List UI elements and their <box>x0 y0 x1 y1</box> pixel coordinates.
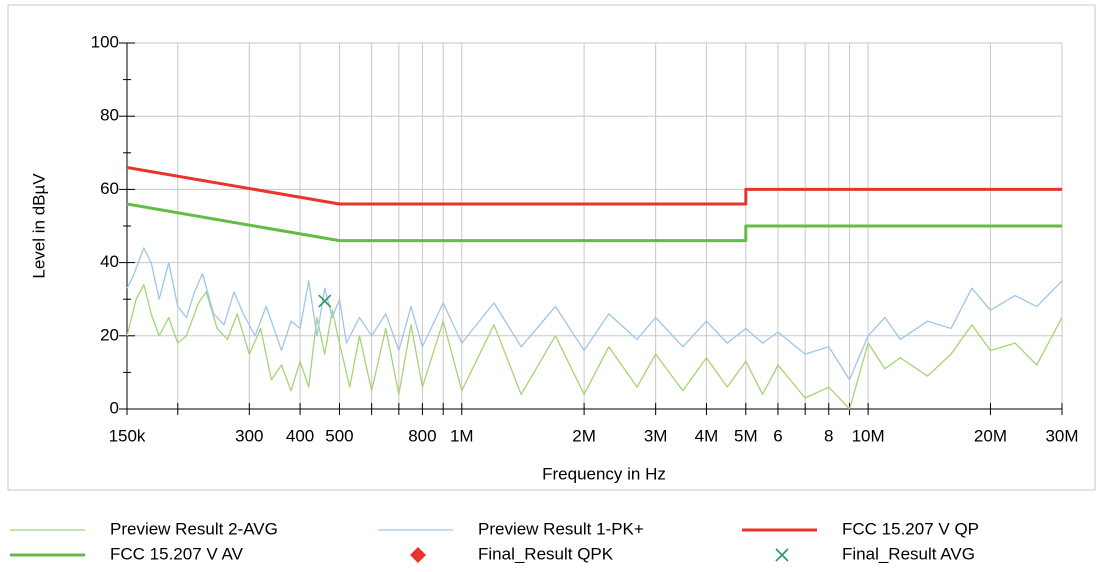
x-tick-label: 10M <box>852 426 885 445</box>
x-tick-label: 150k <box>109 426 146 445</box>
x-tick-label: 400 <box>286 426 314 445</box>
x-axis-label: Frequency in Hz <box>542 464 666 483</box>
x-tick-label: 20M <box>974 426 1007 445</box>
legend-label: Preview Result 2-AVG <box>110 519 278 538</box>
x-tick-label: 800 <box>408 426 436 445</box>
x-tick-label: 6 <box>773 426 782 445</box>
y-tick-label: 40 <box>100 252 119 271</box>
x-tick-label: 500 <box>325 426 353 445</box>
x-tick-label: 2M <box>572 426 596 445</box>
x-tick-label: 8 <box>824 426 833 445</box>
y-tick-label: 80 <box>100 106 119 125</box>
data-point <box>318 294 332 308</box>
y-axis-label: Level in dBµV <box>29 173 48 279</box>
y-tick-label: 0 <box>110 398 119 417</box>
series-line <box>126 165 1062 206</box>
x-tick-label: 300 <box>235 426 263 445</box>
legend-label: Final_Result QPK <box>478 544 614 563</box>
y-tick-label: 60 <box>100 179 119 198</box>
x-tick-label: 5M <box>734 426 758 445</box>
legend-marker <box>410 547 426 563</box>
y-tick-label: 20 <box>100 325 119 344</box>
series-line <box>126 283 1063 410</box>
x-tick-label: 30M <box>1045 426 1078 445</box>
x-tick-label: 4M <box>695 426 719 445</box>
legend-marker <box>775 548 789 562</box>
legend-label: Preview Result 1-PK+ <box>478 519 644 538</box>
series-line <box>126 202 1062 243</box>
frame <box>7 4 1096 491</box>
series-line <box>126 247 1063 381</box>
legend-label: Final_Result AVG <box>842 544 975 563</box>
legend-label: FCC 15.207 V QP <box>842 519 979 538</box>
legend-label: FCC 15.207 V AV <box>110 544 244 563</box>
x-tick-label: 1M <box>450 426 474 445</box>
x-tick-label: 3M <box>644 426 668 445</box>
y-tick-label: 100 <box>91 32 119 51</box>
